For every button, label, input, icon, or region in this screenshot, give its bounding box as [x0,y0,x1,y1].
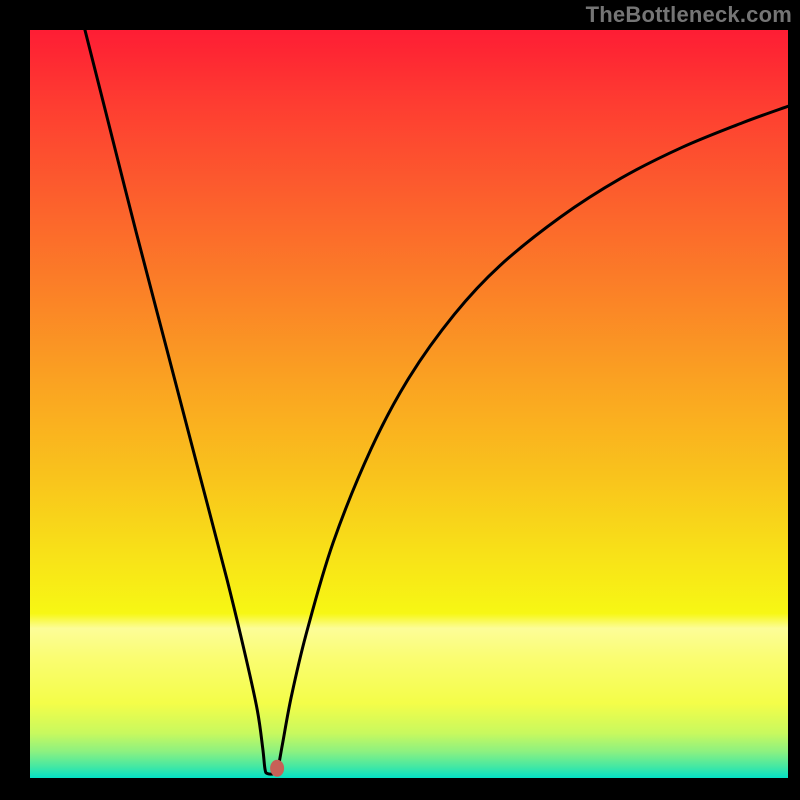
plot-area [30,30,788,778]
watermark-text: TheBottleneck.com [586,2,792,28]
optimal-point-marker [30,30,788,778]
chart-frame: TheBottleneck.com [0,0,800,800]
